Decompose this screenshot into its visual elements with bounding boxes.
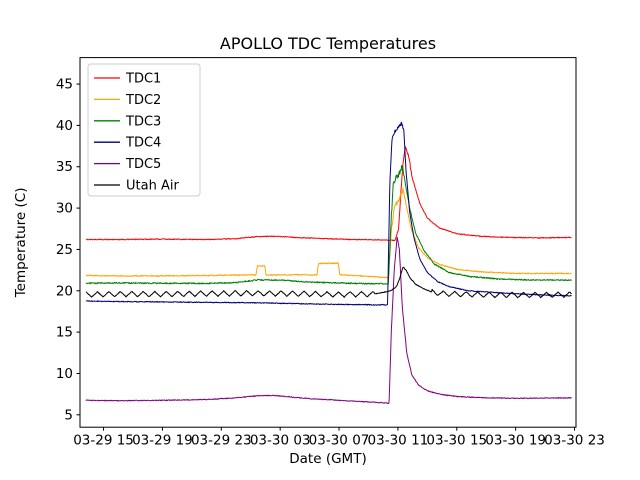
legend-label-tdc5: TDC5	[125, 157, 161, 172]
y-tick-label: 15	[56, 325, 73, 341]
y-tick-label: 10	[56, 366, 73, 382]
plot-frame	[79, 57, 577, 428]
x-tick-label: 03-30 03	[250, 433, 311, 449]
y-tick-label: 5	[64, 407, 73, 423]
x-tick-label: 03-30 15	[426, 433, 487, 449]
y-tick-label: 35	[56, 159, 73, 175]
legend-entry: TDC1	[94, 72, 161, 87]
x-axis-label: Date (GMT)	[289, 451, 366, 467]
legend-label-tdc4: TDC4	[125, 136, 161, 151]
x-tick-label: 03-29 15	[73, 433, 134, 449]
series-line-tdc3	[85, 165, 572, 285]
legend-label-tdc3: TDC3	[125, 114, 161, 129]
x-tick-label: 03-29 19	[132, 433, 193, 449]
x-tick-label: 03-30 07	[309, 433, 370, 449]
x-tick-label: 03-29 23	[191, 433, 252, 449]
legend-label-tdc2: TDC2	[125, 93, 161, 108]
chart-title: APOLLO TDC Temperatures	[220, 34, 436, 53]
x-tick-label: 03-30 11	[368, 433, 429, 449]
y-tick-label: 20	[56, 283, 73, 299]
series-line-tdc1	[85, 146, 572, 242]
x-tick-label: 03-30 23	[544, 433, 605, 449]
series-line-tdc2	[85, 187, 572, 279]
plot-series-layer	[85, 122, 572, 404]
series-line-tdc5	[85, 236, 572, 404]
legend-entry: TDC3	[94, 114, 161, 129]
legend-entry: TDC5	[94, 157, 161, 172]
y-tick-label: 45	[56, 77, 73, 93]
x-tick-label: 03-30 19	[485, 433, 546, 449]
legend-entry: TDC2	[94, 93, 161, 108]
y-tick-label: 40	[56, 118, 73, 134]
legend-entry: Utah Air	[94, 179, 179, 194]
legend-label-tdc1: TDC1	[125, 72, 161, 87]
y-axis-label: Temperature (C)	[13, 188, 29, 299]
series-line-tdc4	[85, 122, 572, 306]
y-tick-label: 30	[56, 201, 73, 217]
legend-label-utah-air: Utah Air	[126, 179, 179, 194]
series-line-utah-air	[85, 266, 572, 299]
legend: TDC1 TDC2 TDC3 TDC4 TDC5 Utah Air	[87, 63, 201, 197]
y-tick-label: 25	[56, 242, 73, 258]
legend-entry: TDC4	[94, 136, 161, 151]
